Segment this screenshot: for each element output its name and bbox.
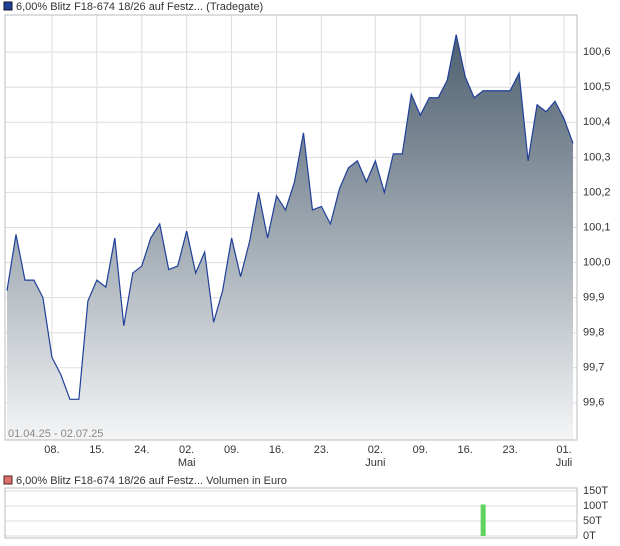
x-tick-label: 16.: [269, 444, 284, 456]
plot-frame: [4, 487, 578, 539]
month-label: Juni: [365, 457, 385, 469]
y-tick-label: 99,6: [583, 397, 604, 409]
x-tick-label: 09.: [224, 444, 239, 456]
y-tick-label: 100,0: [583, 256, 611, 268]
x-tick-label: 23.: [314, 444, 329, 456]
y-tick-label: 50T: [583, 515, 602, 527]
y-tick-label: 99,7: [583, 362, 604, 374]
y-tick-label: 100,5: [583, 81, 611, 93]
y-tick-label: 100,3: [583, 151, 611, 163]
x-tick-label: 08.: [44, 444, 59, 456]
x-tick-label: 09.: [413, 444, 428, 456]
volume-bar: [480, 504, 486, 536]
x-tick-label: 24.: [134, 444, 149, 456]
legend-label: 6,00% Blitz F18-674 18/26 auf Festz... (…: [16, 1, 263, 13]
y-tick-label: 100,2: [583, 186, 611, 198]
y-tick-label: 0T: [583, 530, 596, 542]
date-range: 01.04.25 - 02.07.25: [8, 428, 103, 440]
y-tick-label: 100T: [583, 500, 608, 512]
y-tick-label: 150T: [583, 485, 608, 497]
legend-swatch: [3, 475, 13, 485]
y-tick-label: 99,9: [583, 292, 604, 304]
x-tick-label: 15.: [89, 444, 104, 456]
y-tick-label: 99,8: [583, 327, 604, 339]
x-tick-label: 02.: [368, 444, 383, 456]
x-tick-label: 01.: [556, 444, 571, 456]
y-tick-label: 100,6: [583, 46, 611, 58]
x-tick-label: 23.: [502, 444, 517, 456]
plot-frame: [4, 14, 578, 441]
legend-swatch: [3, 1, 13, 11]
legend-label: 6,00% Blitz F18-674 18/26 auf Festz... V…: [16, 475, 287, 487]
area-fill: [7, 34, 573, 440]
x-tick-label: 02.: [179, 444, 194, 456]
y-tick-label: 100,1: [583, 221, 611, 233]
month-label: Juli: [556, 457, 573, 469]
price-line: [6, 34, 574, 400]
x-tick-label: 16.: [458, 444, 473, 456]
y-tick-label: 100,4: [583, 116, 611, 128]
month-label: Mai: [178, 457, 196, 469]
